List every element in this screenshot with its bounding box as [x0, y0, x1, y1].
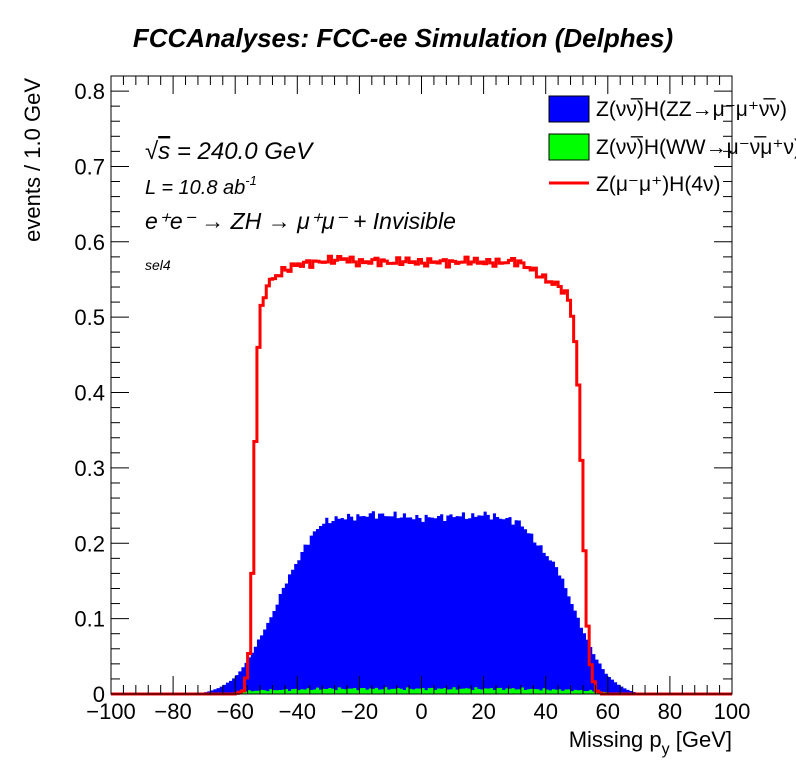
lumi-main: L = 10.8 ab [145, 177, 245, 199]
plot-area [111, 254, 732, 696]
legend-label-zz: Z(νν̅)H(ZZ→μ⁻μ⁺ν̅ν) [596, 98, 787, 121]
x-axis-title-main: Missing p [569, 727, 662, 752]
y-tick-label: 0 [93, 682, 105, 707]
x-tick-label: 40 [533, 699, 557, 724]
x-tick-label: 0 [415, 699, 427, 724]
process-annotation: e⁺e⁻ → ZH → μ⁺μ⁻ + Invisible [145, 208, 456, 234]
series-signal-line [111, 254, 732, 696]
sqrt-s-var: s [158, 138, 170, 165]
y-tick-label: 0.4 [74, 381, 105, 406]
series-zz-fill [111, 511, 732, 694]
x-tick-label: 100 [714, 699, 751, 724]
x-tick-label: 80 [658, 699, 682, 724]
x-tick-label: −20 [341, 699, 378, 724]
sqrt-symbol: √ [145, 138, 159, 165]
sqrt-s-annotation: √s = 240.0 GeV [145, 138, 314, 165]
y-tick-label: 0.6 [74, 230, 105, 255]
x-tick-label: −60 [217, 699, 254, 724]
legend: Z(νν̅)H(ZZ→μ⁻μ⁺ν̅ν) Z(νν̅)H(WW→μ⁻ν̅μ⁺ν) … [548, 95, 796, 196]
x-tick-label: −80 [154, 699, 191, 724]
sqrt-s-value: 240.0 GeV [197, 138, 315, 165]
luminosity-annotation: L = 10.8 ab-1 [145, 173, 257, 199]
x-tick-label: −40 [279, 699, 316, 724]
x-axis-title-sub: y [662, 741, 670, 758]
x-axis-title: Missing py [GeV] [569, 727, 732, 758]
selection-annotation: sel4 [145, 257, 171, 273]
y-tick-labels: 0 0.1 0.2 0.3 0.4 0.5 0.6 0.7 0.8 [74, 79, 105, 707]
chart-title: FCCAnalyses: FCC-ee Simulation (Delphes) [133, 23, 673, 53]
x-axis-title-unit: [GeV] [670, 727, 732, 752]
legend-swatch-zz [548, 95, 590, 123]
sqrt-s-eq: = [170, 138, 197, 165]
lumi-exp: -1 [245, 173, 257, 188]
y-tick-label: 0.2 [74, 531, 105, 556]
y-tick-label: 0.5 [74, 305, 105, 330]
legend-label-ww: Z(νν̅)H(WW→μ⁻ν̅μ⁺ν) [596, 136, 796, 159]
x-tick-label: 60 [596, 699, 620, 724]
y-tick-label: 0.7 [74, 154, 105, 179]
x-tick-label: −100 [86, 699, 136, 724]
y-tick-label: 0.8 [74, 79, 105, 104]
x-tick-labels: −100 −80 −60 −40 −20 0 20 40 60 80 100 [86, 699, 750, 724]
legend-label-signal: Z(μ⁻μ⁺)H(4ν) [596, 173, 721, 196]
y-tick-label: 0.3 [74, 456, 105, 481]
x-tick-label: 20 [471, 699, 495, 724]
svg-text:√s = 240.0 GeV: √s = 240.0 GeV [145, 138, 314, 165]
legend-swatch-ww [548, 133, 590, 161]
plot-frame [110, 75, 733, 695]
y-axis-title: events / 1.0 GeV [20, 78, 45, 242]
y-tick-label: 0.1 [74, 607, 105, 632]
